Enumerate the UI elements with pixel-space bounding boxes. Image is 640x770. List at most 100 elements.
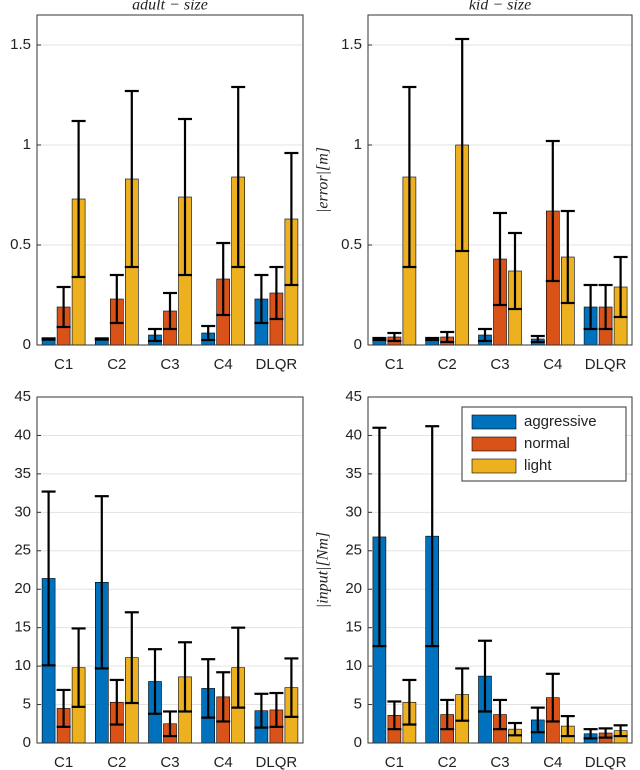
error-bar: [583, 728, 598, 740]
y-tick-label: 35: [14, 465, 31, 482]
error-bar: [613, 255, 628, 319]
error-bar: [425, 425, 440, 648]
error-bar: [284, 657, 299, 718]
error-bar: [216, 241, 231, 317]
y-tick-label: 0.5: [341, 236, 362, 253]
error-bar: [94, 337, 109, 341]
x-tick-label: C3: [160, 356, 179, 373]
x-tick-label: C4: [214, 356, 233, 373]
legend-label: aggressive: [524, 413, 597, 430]
error-bar: [216, 671, 231, 723]
y-tick-label: 10: [14, 657, 31, 674]
error-bar: [613, 724, 628, 738]
error-bar: [455, 667, 470, 722]
chart-title: adult − size: [132, 0, 208, 14]
error-bar: [178, 117, 192, 277]
error-bar: [163, 291, 177, 331]
y-tick-label: 1.5: [10, 36, 31, 53]
error-bar: [201, 658, 216, 719]
error-bar: [455, 37, 470, 253]
error-bar: [148, 327, 162, 343]
y-tick-label: 25: [345, 542, 362, 559]
x-tick-label: C4: [543, 754, 562, 770]
x-tick-label: DLQR: [585, 356, 627, 373]
error-bar: [402, 85, 417, 269]
error-bar: [124, 611, 139, 705]
x-tick-label: C2: [107, 356, 126, 373]
y-tick-label: 45: [14, 388, 31, 405]
error-bar: [284, 151, 299, 287]
error-bar: [372, 336, 387, 342]
x-tick-label: C3: [490, 754, 509, 770]
y-tick-label: 35: [345, 465, 362, 482]
y-tick-label: 0: [354, 336, 362, 353]
y-tick-label: 15: [14, 619, 31, 636]
error-bar: [508, 231, 522, 311]
error-bar: [493, 698, 507, 731]
y-tick-label: 45: [345, 388, 362, 405]
error-bar: [583, 283, 598, 331]
error-bar: [560, 714, 575, 738]
y-tick-label: 1.5: [341, 36, 362, 53]
y-tick-label: 30: [345, 503, 362, 520]
error-bar: [598, 283, 613, 331]
y-tick-label: 25: [14, 542, 31, 559]
y-tick-label: 15: [345, 619, 362, 636]
x-tick-label: C1: [54, 754, 73, 770]
error-bar: [478, 639, 492, 713]
axes-box: [367, 396, 633, 744]
x-tick-label: DLQR: [256, 356, 298, 373]
error-bar: [56, 688, 71, 728]
legend-label: normal: [524, 435, 570, 452]
y-tick-label: 5: [354, 696, 362, 713]
error-bar: [231, 85, 246, 269]
y-tick-label: 0: [354, 734, 362, 751]
chart-title: kid − size: [469, 0, 531, 14]
x-tick-label: C3: [160, 754, 179, 770]
error-bar: [148, 648, 162, 715]
error-bar: [530, 706, 545, 734]
y-tick-label: 1: [23, 136, 31, 153]
y-tick-label: 0.5: [10, 236, 31, 253]
error-bar: [440, 698, 455, 731]
x-tick-label: C1: [54, 356, 73, 373]
error-bar: [560, 209, 575, 305]
y-tick-label: 20: [14, 580, 31, 597]
error-bar: [402, 678, 417, 726]
x-tick-label: C2: [438, 356, 457, 373]
y-tick-label: 40: [345, 426, 362, 443]
error-bar: [124, 89, 139, 269]
error-bar: [425, 336, 440, 342]
y-axis-label: |input|[Nm]: [315, 532, 332, 608]
error-bar: [545, 139, 560, 283]
error-bar: [387, 700, 402, 731]
error-bar: [545, 672, 560, 723]
error-bar: [41, 490, 56, 667]
error-bar: [530, 334, 545, 344]
legend-swatch: [471, 414, 517, 430]
x-tick-label: C1: [385, 356, 404, 373]
y-tick-label: 0: [23, 336, 31, 353]
x-tick-label: DLQR: [585, 754, 627, 770]
legend-label: light: [524, 457, 552, 474]
error-bar: [178, 641, 192, 713]
error-bar: [440, 330, 455, 344]
legend-swatch: [471, 458, 517, 474]
x-tick-label: C2: [438, 754, 457, 770]
error-bar: [71, 119, 86, 279]
y-axis-label: |error|[m]: [315, 147, 332, 213]
y-tick-label: 30: [14, 503, 31, 520]
x-tick-label: C4: [214, 754, 233, 770]
error-bar: [269, 265, 284, 321]
error-bar: [598, 727, 613, 739]
error-bar: [201, 324, 216, 342]
y-tick-label: 0: [23, 734, 31, 751]
error-bar: [493, 211, 507, 307]
x-tick-label: DLQR: [256, 754, 298, 770]
axes-box: [36, 396, 304, 744]
x-tick-label: C3: [490, 356, 509, 373]
error-bar: [94, 495, 109, 670]
legend-swatch: [471, 436, 517, 452]
error-bar: [478, 327, 492, 343]
